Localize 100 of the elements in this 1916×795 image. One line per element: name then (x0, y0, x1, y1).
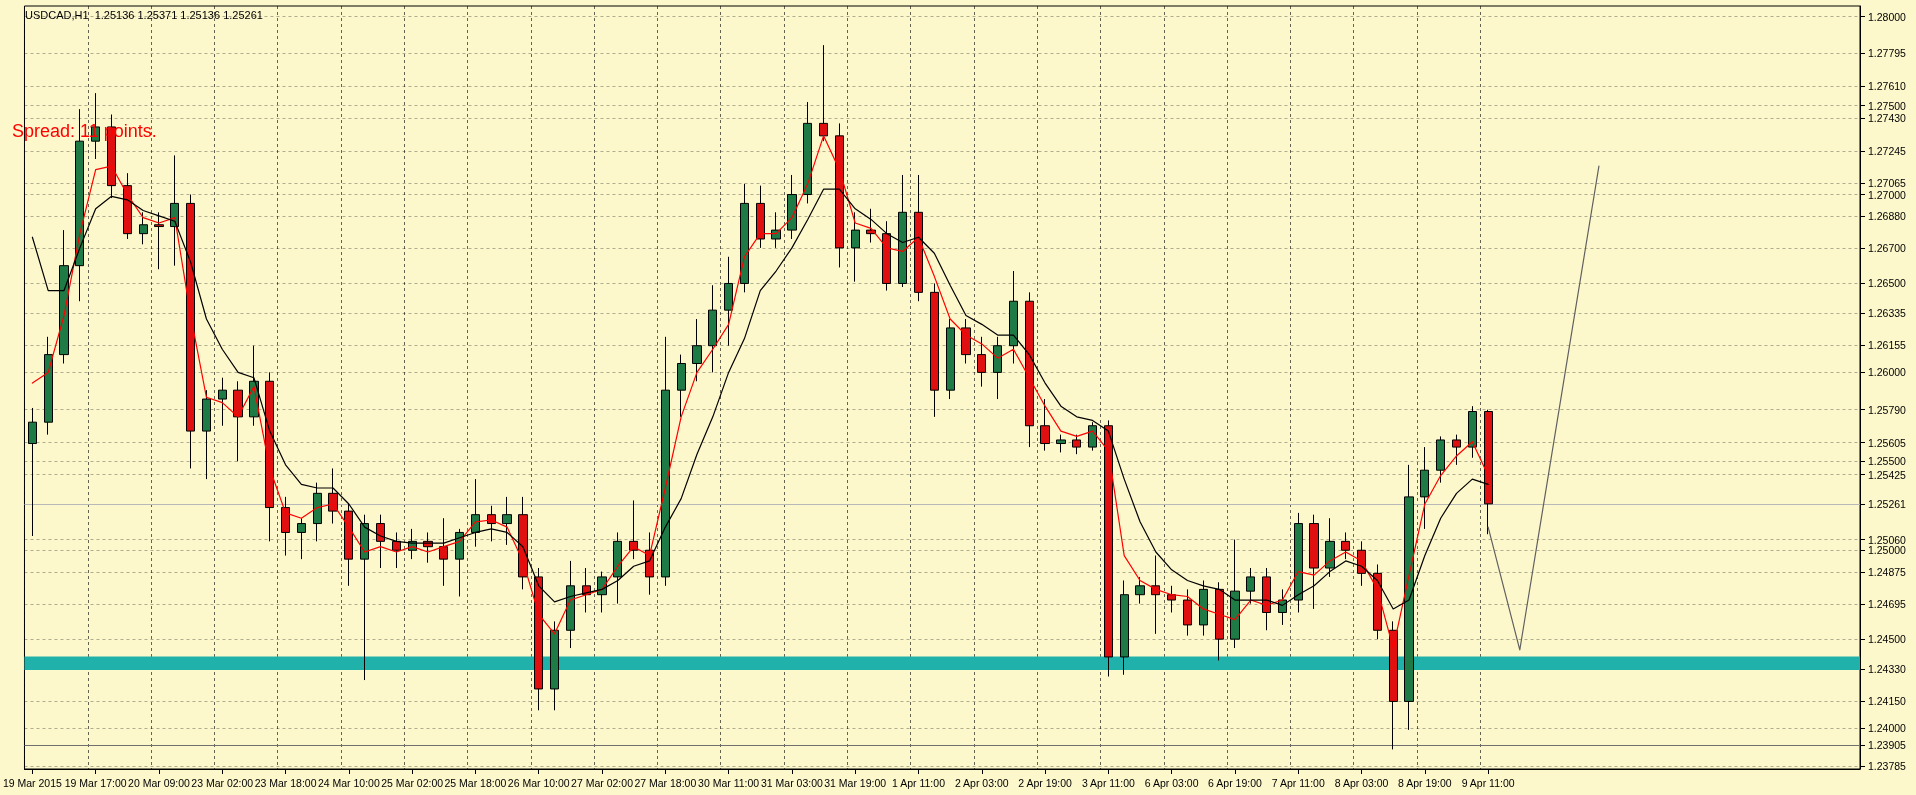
candlestick (803, 101, 812, 204)
candlestick (154, 211, 164, 270)
y-tick-label: 1.27430 (1868, 112, 1907, 125)
candlestick (1167, 585, 1176, 613)
candlestick (44, 336, 53, 436)
x-tick-label: 6 Apr 19:00 (1208, 776, 1262, 789)
x-tick-label: 27 Mar 02:00 (571, 776, 634, 789)
y-tick-label: 1.27795 (1868, 47, 1907, 60)
x-tick-label: 24 Mar 10:00 (317, 776, 380, 789)
candlestick (851, 211, 860, 283)
x-tick-label: 25 Mar 18:00 (444, 776, 507, 789)
candlestick (1183, 588, 1192, 637)
candlestick (1246, 567, 1255, 605)
y-tick-label: 1.28000 (1868, 10, 1907, 23)
x-tick-label: 3 Apr 11:00 (1081, 776, 1136, 789)
candlestick (819, 44, 828, 142)
candlestick (344, 503, 353, 587)
x-tick-label: 23 Mar 18:00 (254, 776, 317, 789)
y-tick-label: 1.27500 (1868, 99, 1907, 112)
x-tick-label: 31 Mar 03:00 (760, 776, 824, 789)
y-tick-label: 1.25060 (1868, 533, 1907, 546)
y-tick-label: 1.27000 (1868, 188, 1907, 201)
y-tick-label: 1.26880 (1868, 209, 1907, 222)
x-tick-label: 20 Mar 09:00 (128, 776, 191, 789)
y-tick-label: 1.24500 (1868, 633, 1907, 646)
y-tick-label: 1.23905 (1868, 738, 1907, 751)
candlestick (724, 256, 733, 347)
y-tick-label: 1.25605 (1868, 436, 1907, 449)
candlestick (661, 336, 670, 587)
candlestick (677, 354, 686, 418)
y-tick-label: 1.24330 (1868, 663, 1907, 676)
candlestick (1325, 517, 1335, 578)
candlestick (1009, 270, 1018, 364)
candlestick (629, 499, 638, 560)
candlestick (1452, 434, 1461, 466)
candlestick (993, 336, 1002, 400)
candlestick (328, 467, 338, 525)
candlestick (1341, 531, 1350, 560)
y-tick-label: 1.26000 (1868, 366, 1907, 379)
x-tick-label: 7 Apr 11:00 (1271, 776, 1325, 789)
candlestick (218, 377, 227, 427)
candlestick (1120, 579, 1129, 676)
candlestick (59, 229, 69, 364)
x-tick-label: 23 Mar 02:00 (191, 776, 254, 789)
x-tick-label: 2 Apr 19:00 (1018, 776, 1073, 789)
candlestick (613, 531, 622, 605)
candlestick (139, 211, 148, 245)
candlestick (1135, 576, 1145, 605)
y-tick-label: 1.24695 (1868, 598, 1907, 611)
candlestick (1040, 398, 1050, 452)
x-tick-label: 30 Mar 11:00 (698, 776, 760, 789)
candlestick (233, 380, 243, 462)
candlestick (392, 531, 401, 569)
candlestick (930, 282, 939, 418)
x-tick-label: 31 Mar 19:00 (824, 776, 887, 789)
candlestick (1056, 434, 1066, 453)
candlestick (518, 496, 528, 590)
candlestick (1025, 291, 1034, 448)
x-tick-label: 9 Apr 11:00 (1461, 776, 1515, 789)
candlestick (502, 496, 512, 546)
x-tick-label: 26 Mar 10:00 (507, 776, 570, 789)
y-tick-label: 1.25790 (1868, 403, 1907, 416)
x-tick-label: 27 Mar 18:00 (634, 776, 697, 789)
candlestick (376, 514, 385, 569)
candlestick (297, 517, 306, 560)
candlestick (1088, 421, 1097, 452)
candlestick (977, 336, 986, 388)
candlestick (28, 407, 37, 537)
candlestick (439, 517, 448, 587)
y-tick-label: 1.25425 (1868, 468, 1907, 481)
y-tick-label: 1.25261 (1868, 497, 1907, 510)
y-tick-label: 1.26155 (1868, 338, 1907, 351)
y-tick-label: 1.24150 (1868, 695, 1907, 708)
candlestick (1151, 555, 1160, 635)
x-tick-label: 25 Mar 02:00 (381, 776, 444, 789)
candlestick (1072, 434, 1081, 455)
x-tick-label: 8 Apr 19:00 (1398, 776, 1452, 789)
x-tick-label: 1 Apr 11:00 (892, 776, 946, 789)
y-tick-label: 1.25500 (1868, 455, 1907, 468)
y-tick-label: 1.24875 (1868, 566, 1907, 579)
candlestick (186, 194, 195, 469)
candlestick (866, 208, 876, 244)
y-tick-label: 1.26500 (1868, 277, 1907, 290)
candlestick (1468, 405, 1477, 459)
chart-title: USDCAD,H1 1.25136 1.25371 1.25136 1.25261 (25, 8, 263, 21)
x-tick-label: 2 Apr 03:00 (954, 776, 1009, 789)
x-tick-label: 19 Mar 2015 (2, 776, 63, 789)
y-tick-label: 1.25000 (1868, 544, 1907, 557)
candlestick (946, 318, 955, 400)
candlestick (281, 496, 290, 557)
candlestick (961, 318, 971, 364)
candlestick (740, 183, 749, 293)
x-tick-label: 6 Apr 03:00 (1144, 776, 1199, 789)
y-tick-label: 1.24000 (1868, 722, 1907, 735)
y-tick-label: 1.27610 (1868, 80, 1907, 93)
candlestick (313, 482, 322, 542)
candlestick (692, 318, 702, 382)
candlestick (265, 371, 274, 542)
y-tick-label: 1.26335 (1868, 306, 1907, 319)
candlestick (787, 174, 797, 240)
